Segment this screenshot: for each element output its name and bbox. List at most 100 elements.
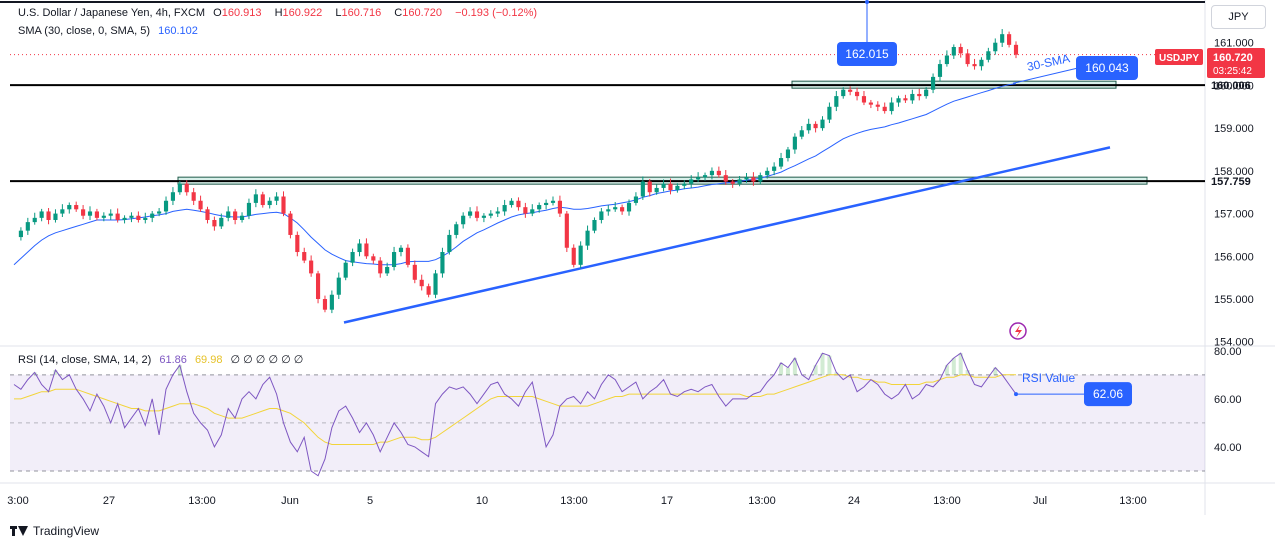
candle-body <box>419 279 424 287</box>
price-tick-label: 155.000 <box>1214 294 1254 306</box>
level-badge-label: 157.759 <box>1211 176 1251 188</box>
candle-body <box>578 245 583 265</box>
candle-body <box>820 119 825 129</box>
candle-body <box>136 215 141 220</box>
ohlc-low: L160.716 <box>335 7 382 19</box>
candle-body <box>592 219 597 231</box>
candle-body <box>60 209 65 214</box>
candle-body <box>889 102 894 112</box>
candle-body <box>74 205 79 210</box>
sma-callout-label: 160.043 <box>1085 61 1129 75</box>
candle-body <box>495 211 500 214</box>
candle-body <box>1007 34 1012 45</box>
candle-body <box>143 217 148 220</box>
last-price-badge <box>1207 48 1265 78</box>
candle-body <box>329 294 334 310</box>
currency-button[interactable]: JPY <box>1211 5 1266 29</box>
lightning-icon-ring <box>1009 322 1027 340</box>
candle-body <box>391 252 397 267</box>
candle-body <box>626 202 632 212</box>
time-tick-label: 13:00 <box>933 495 961 507</box>
candle-body <box>212 219 217 227</box>
trendlines[interactable] <box>343 146 1111 324</box>
candle-body <box>778 158 784 167</box>
candle-body <box>633 196 639 203</box>
candle-body <box>309 260 314 274</box>
candle-body <box>191 192 196 201</box>
candle-body <box>896 98 901 103</box>
candle-body <box>67 205 72 210</box>
candle-body <box>253 194 258 203</box>
time-tick-label: Jun <box>281 495 299 507</box>
candle-body <box>468 211 473 216</box>
price-tick-label: 159.000 <box>1214 123 1254 135</box>
time-axis[interactable]: 3:00 27 13:00 Jun 5 10 13:00 17 13:00 24 13:00 Jul 1… <box>7 495 1146 507</box>
candle-body <box>447 234 452 253</box>
price-tick-label: 161.000 <box>1214 38 1254 50</box>
candle-body <box>861 96 867 103</box>
peak-callout-box <box>837 42 897 66</box>
price-tick-label: 156.000 <box>1214 251 1254 263</box>
level-badge-label: 160.006 <box>1211 80 1251 92</box>
candle-body <box>668 183 673 191</box>
candle-body <box>730 181 735 184</box>
candle-body <box>868 102 873 105</box>
candle-body <box>530 209 535 214</box>
price-tick-label: 158.000 <box>1214 166 1254 178</box>
candle-body <box>723 175 728 182</box>
candle-body <box>357 243 362 253</box>
candle-body <box>267 200 272 206</box>
candle-body <box>937 64 943 77</box>
candle-body <box>350 252 355 263</box>
candle-body <box>944 55 949 65</box>
candle-body <box>965 53 970 65</box>
candle-body <box>18 230 23 238</box>
candle-body <box>281 196 286 214</box>
symbol-badge-label: USDJPY <box>1159 53 1199 64</box>
candles <box>18 29 1019 314</box>
candle-body <box>813 123 818 129</box>
candle-body <box>654 187 659 193</box>
candle-body <box>834 96 839 107</box>
tradingview-brand[interactable]: TradingView <box>10 524 99 538</box>
price-axis[interactable]: 161.000 160.000 159.000 158.000 157.000 156.0… <box>1155 38 1265 349</box>
candle-body <box>696 177 701 180</box>
candle-body <box>322 299 328 310</box>
time-tick-label: 3:00 <box>7 495 28 507</box>
candle-body <box>336 277 341 295</box>
candle-body <box>461 215 466 225</box>
candle-body <box>640 181 645 197</box>
rsi-tick-label: 60.00 <box>1214 394 1242 406</box>
level-badge <box>1207 173 1265 190</box>
sma-callout-box <box>1076 56 1138 80</box>
candle-body <box>108 213 113 216</box>
rsi-pane: 80.00 60.00 40.00 <box>10 346 1242 477</box>
candle-body <box>827 106 832 120</box>
candle-body <box>620 207 625 212</box>
time-tick-label: 13:00 <box>560 495 588 507</box>
sma-line <box>13 83 1017 266</box>
time-tick-label: 5 <box>367 495 373 507</box>
sma-legend-value: 160.102 <box>158 25 198 37</box>
candle-body <box>246 202 252 216</box>
candle-body <box>841 89 846 97</box>
candle-body <box>94 211 99 218</box>
candle-body <box>744 177 749 180</box>
candle-body <box>488 213 493 216</box>
candle-body <box>295 234 300 253</box>
candle-body <box>958 46 963 54</box>
candle-body <box>585 230 590 246</box>
candle-body <box>260 194 265 206</box>
candle-body <box>557 200 562 214</box>
level-badge <box>1207 77 1265 94</box>
candle-body <box>931 76 936 90</box>
candle-body <box>951 46 956 56</box>
time-tick-label: 27 <box>103 495 115 507</box>
rsi-callout-box <box>1084 382 1132 407</box>
candle-body <box>343 262 348 278</box>
candle-body <box>564 213 569 248</box>
candle-body <box>502 205 507 212</box>
